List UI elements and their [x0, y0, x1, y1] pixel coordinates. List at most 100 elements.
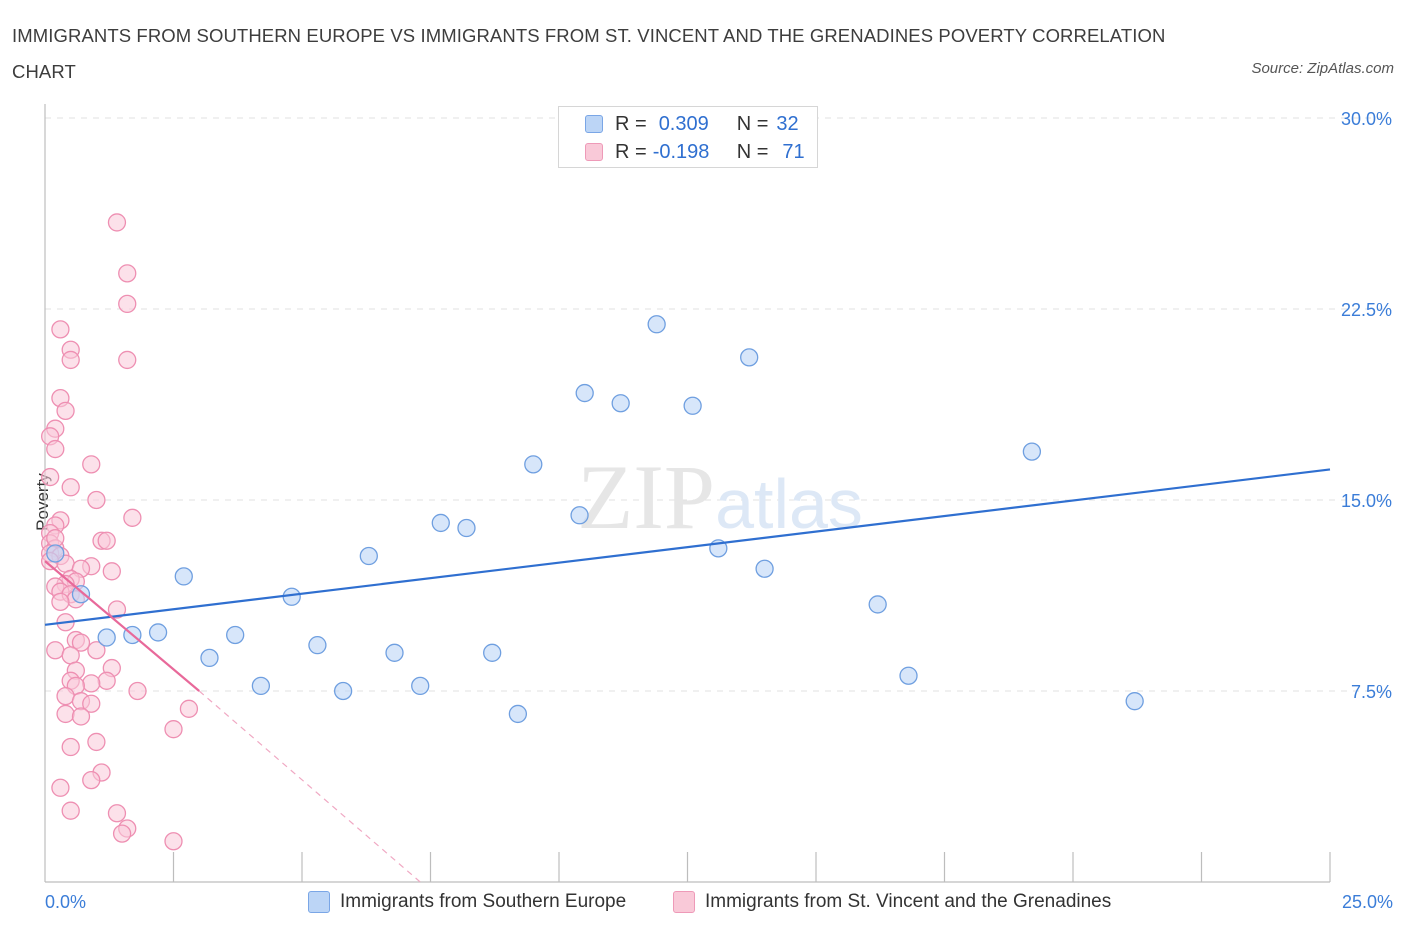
data-point-blue	[755, 559, 774, 578]
legend-swatch-pink	[585, 143, 603, 161]
chart-title: IMMIGRANTS FROM SOUTHERN EUROPE VS IMMIG…	[12, 25, 1166, 82]
series-legend-swatch-pink	[673, 891, 695, 913]
data-point-pink	[56, 704, 75, 724]
data-point-blue	[333, 681, 353, 701]
trend-line-blue	[44, 468, 1331, 626]
tick-labels: 7.5% 15.0% 22.5% 30.0% 0.0% 25.0%	[45, 109, 1393, 912]
data-point-blue	[868, 595, 887, 614]
legend-n-value: 32	[776, 112, 799, 135]
data-point-blue	[899, 666, 918, 685]
data-point-pink	[51, 320, 70, 339]
data-point-blue	[200, 648, 219, 668]
data-point-pink	[123, 508, 142, 527]
legend-r-label: R =	[615, 112, 647, 135]
legend-r-label: R =	[615, 140, 647, 163]
data-point-pink	[82, 694, 101, 713]
data-point-blue	[385, 643, 404, 662]
data-point-blue	[1125, 692, 1144, 711]
data-point-blue	[570, 506, 589, 525]
chart-source: Source: ZipAtlas.com	[1251, 60, 1394, 77]
data-point-pink	[46, 529, 65, 548]
data-point-blue	[97, 628, 116, 647]
data-point-blue	[431, 513, 450, 533]
legend-n-value: 71	[782, 140, 805, 163]
data-point-blue	[411, 676, 430, 696]
y-tick-label: 22.5%	[1341, 300, 1392, 320]
legend-n-label: N =	[736, 140, 769, 163]
series-legend-label-blue: Immigrants from Southern Europe	[340, 891, 627, 912]
data-point-pink	[71, 707, 91, 726]
data-point-blue	[508, 704, 528, 724]
data-point-pink	[128, 681, 147, 701]
legend-r-value: -0.198	[652, 140, 710, 163]
data-point-pink	[56, 401, 75, 421]
series-legend-label-pink: Immigrants from St. Vincent and the Gren…	[705, 891, 1112, 912]
data-point-pink	[118, 264, 137, 283]
x-tick-label-max: 25.0%	[1342, 892, 1393, 912]
data-point-pink	[82, 770, 101, 790]
data-point-pink	[61, 646, 80, 665]
data-point-pink	[61, 801, 80, 820]
series-legend-pink: Immigrants from St. Vincent and the Gren…	[673, 888, 1111, 916]
data-point-pink	[87, 490, 106, 510]
data-point-pink	[118, 350, 137, 370]
legend-r-value: 0.309	[658, 112, 709, 135]
stats-legend: R = 0.309 N = 32 R = -0.198 N = 71	[558, 106, 818, 168]
data-point-pink	[164, 720, 183, 739]
data-point-pink	[51, 592, 70, 612]
trend-line-pink-extension	[198, 690, 421, 883]
data-point-pink	[61, 350, 80, 370]
data-point-blue	[740, 348, 759, 367]
data-point-pink	[51, 778, 70, 797]
data-point-blue	[524, 455, 543, 474]
legend-row-pink: R = -0.198 N = 71	[585, 138, 805, 166]
data-point-pink	[61, 737, 80, 757]
data-point-blue	[483, 643, 502, 662]
data-point-blue	[71, 585, 91, 604]
gridlines	[45, 117, 1390, 692]
data-point-blue	[575, 383, 594, 403]
series-legend-swatch-blue	[308, 891, 330, 913]
data-point-pink	[61, 478, 80, 497]
data-point-pink	[56, 686, 75, 706]
data-point-blue	[174, 567, 193, 586]
data-point-pink	[102, 562, 121, 581]
data-point-blue	[308, 636, 327, 655]
y-tick-label: 15.0%	[1341, 491, 1392, 511]
axes	[44, 104, 1331, 883]
x-tick-label-min: 0.0%	[45, 892, 86, 912]
series-legend-blue: Immigrants from Southern Europe	[308, 888, 626, 916]
data-point-pink	[107, 804, 127, 823]
data-point-pink	[40, 467, 60, 487]
data-point-pink	[164, 832, 183, 851]
data-point-pink	[71, 633, 91, 652]
legend-swatch-blue	[585, 115, 603, 133]
data-point-pink	[107, 213, 127, 232]
series-blue-points	[46, 315, 1144, 724]
trend-lines	[44, 468, 1331, 883]
data-point-pink	[87, 641, 106, 660]
legend-n-label: N =	[736, 112, 769, 135]
data-point-pink	[82, 455, 101, 474]
data-point-pink	[118, 294, 137, 314]
data-point-pink	[97, 671, 116, 690]
data-point-pink	[82, 674, 101, 693]
series-pink-points	[40, 213, 199, 851]
data-point-pink	[107, 600, 127, 619]
data-point-blue	[647, 315, 666, 334]
y-tick-label: 7.5%	[1351, 682, 1392, 702]
data-point-pink	[97, 531, 116, 550]
legend-row-blue: R = 0.309 N = 32	[585, 110, 799, 138]
data-point-blue	[46, 544, 65, 563]
data-point-blue	[1022, 442, 1042, 461]
data-point-blue	[457, 518, 476, 538]
data-point-pink	[179, 699, 199, 718]
data-point-pink	[87, 732, 106, 752]
data-point-blue	[226, 625, 245, 645]
data-point-pink	[46, 641, 65, 660]
data-point-blue	[683, 396, 702, 415]
watermark: ZIPatlas	[577, 446, 863, 548]
data-point-pink	[46, 439, 65, 459]
data-point-pink	[112, 824, 132, 843]
